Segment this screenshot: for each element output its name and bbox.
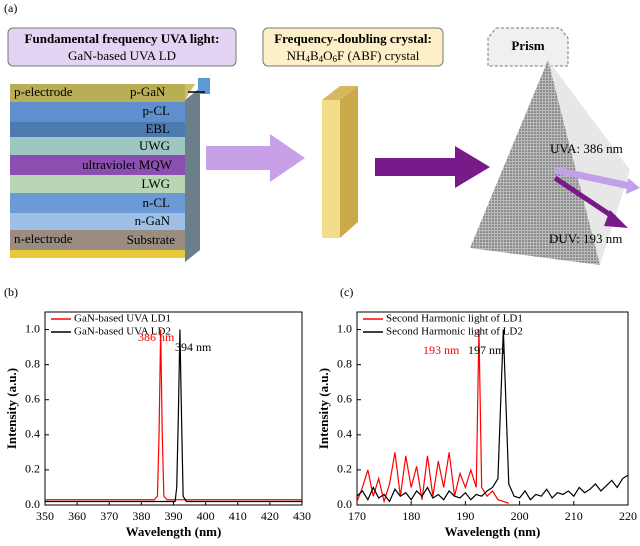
prism-box (487, 27, 569, 67)
source-subtitle: GaN-based UVA LD (68, 48, 176, 63)
y-tick-label: 1.0 (337, 321, 352, 335)
y-tick-label: 0.4 (337, 427, 352, 441)
x-axis-title: Wavelength (nm) (126, 524, 222, 539)
prism (470, 60, 600, 265)
layer-label: n-CL (143, 195, 171, 210)
y-tick-label: 0.6 (337, 391, 352, 405)
x-tick-label: 170 (348, 509, 366, 523)
x-tick-label: 180 (402, 509, 420, 523)
uva-out (554, 166, 631, 190)
uva-arrow (206, 134, 305, 182)
layer-label: p-electrode (14, 84, 73, 99)
x-tick-label: 410 (229, 509, 247, 523)
x-tick-label: 210 (565, 509, 583, 523)
peak-label: 193 nm (423, 343, 460, 357)
y-tick-label: 0.4 (25, 427, 40, 441)
x-tick-label: 200 (511, 509, 529, 523)
peak-label: 197 nm (468, 343, 505, 357)
y-tick-label: 0.8 (337, 356, 352, 370)
panel-label: (b) (4, 285, 18, 299)
formula-sub: 6 (333, 54, 338, 64)
crystal (322, 100, 340, 238)
panel-label: (c) (340, 285, 353, 299)
spectrum-line (356, 329, 629, 503)
layer-label: UWG (139, 138, 170, 153)
layer-label: EBL (145, 121, 170, 136)
legend-label: Second Harmonic light of LD2 (386, 326, 523, 338)
x-axis-title: Wavelength (nm) (445, 524, 541, 539)
uva-out-head (626, 178, 640, 194)
output-label: DUV: 193 nm (549, 231, 622, 246)
y-axis-title: Intensity (a.u.) (316, 368, 331, 449)
formula-part: NH (287, 48, 306, 63)
x-tick-label: 360 (68, 509, 86, 523)
layer-label: p-CL (143, 103, 171, 118)
plot-frame (356, 311, 629, 506)
y-tick-label: 0.0 (337, 497, 352, 511)
formula-sub: 4 (305, 54, 310, 64)
source-box (7, 27, 237, 67)
layer-label: LWG (141, 176, 170, 191)
spectrum-line (45, 329, 302, 501)
output-label: UVA: 386 nm (550, 141, 623, 156)
x-tick-label: 380 (132, 509, 150, 523)
legend-label: GaN-based UVA LD1 (74, 313, 171, 325)
x-tick-label: 390 (165, 509, 183, 523)
y-axis-title: Intensity (a.u.) (4, 368, 19, 449)
y-tick-label: 0.0 (25, 497, 40, 511)
formula-sub: 4 (319, 54, 324, 64)
x-tick-label: 220 (619, 509, 637, 523)
crystal-formula: NH4B4O6F (ABF) crystal (287, 48, 420, 64)
y-tick-label: 0.6 (25, 391, 40, 405)
formula-part: F (ABF) crystal (337, 48, 420, 63)
duv-out (553, 175, 617, 221)
layer-label: n-electrode (14, 231, 73, 246)
y-tick-label: 0.8 (25, 356, 40, 370)
panel-label: (a) (4, 1, 17, 15)
laser-diode (10, 78, 210, 262)
crystal-side (340, 86, 358, 238)
x-tick-label: 190 (456, 509, 474, 523)
y-tick-label: 0.2 (25, 462, 40, 476)
layer-label: p-GaN (130, 84, 166, 99)
x-tick-label: 370 (100, 509, 118, 523)
legend-label: Second Harmonic light of LD1 (386, 313, 523, 325)
peak-label: 394 nm (175, 340, 212, 354)
x-tick-label: 430 (293, 509, 311, 523)
crystal-box (262, 27, 444, 67)
peak-label: 386 nm (138, 330, 175, 344)
formula-part: B (310, 48, 319, 63)
duv-arrow (375, 146, 490, 188)
crystal-title: Frequency-doubling crystal: (274, 31, 432, 46)
legend-label: GaN-based UVA LD2 (74, 326, 171, 338)
y-tick-label: 0.2 (337, 462, 352, 476)
x-tick-label: 400 (197, 509, 215, 523)
duv-out-head (604, 210, 628, 228)
spectrum-line (356, 329, 509, 504)
formula-part: O (323, 48, 332, 63)
y-tick-label: 1.0 (25, 321, 40, 335)
layer-label: ultraviolet MQW (82, 157, 173, 172)
x-tick-label: 420 (261, 509, 279, 523)
source-title: Fundamental frequency UVA light: (25, 31, 220, 46)
layer-label: n-GaN (135, 213, 171, 228)
layer-label: Substrate (127, 232, 176, 247)
spectrum-line (45, 329, 302, 503)
x-tick-label: 350 (36, 509, 54, 523)
prism-title: Prism (511, 38, 544, 53)
crystal-top (322, 86, 358, 100)
